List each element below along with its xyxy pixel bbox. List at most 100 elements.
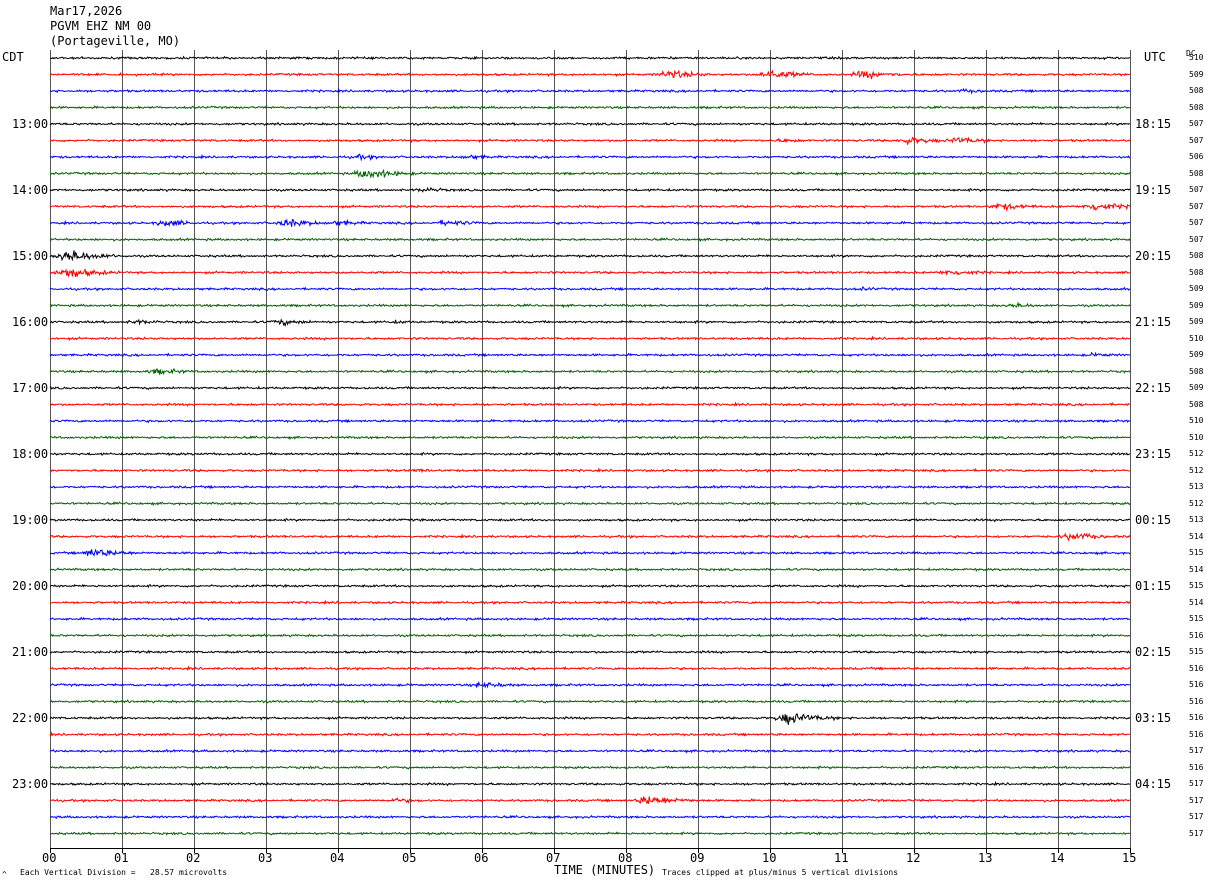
plot-date: Mar17,2026 — [50, 4, 123, 18]
dc-offset-label: 517 — [1189, 779, 1204, 788]
trace-row-3 — [49, 105, 1131, 111]
dc-offset-label: 509 — [1189, 383, 1204, 392]
dc-offset-label: 509 — [1189, 317, 1204, 326]
left-hour-label: 21:00 — [12, 645, 49, 659]
trace-row-8 — [49, 186, 1131, 193]
trace-row-2 — [49, 87, 1131, 95]
trace-row-21 — [49, 401, 1131, 407]
left-hour-label: 15:00 — [12, 249, 49, 263]
trace-row-45 — [49, 796, 1131, 805]
dc-offset-label: 517 — [1189, 812, 1204, 821]
trace-row-30 — [49, 548, 1131, 557]
left-hour-label: 20:00 — [12, 579, 49, 593]
trace-row-29 — [49, 532, 1131, 542]
trace-row-34 — [49, 616, 1131, 622]
dc-offset-label: 508 — [1189, 251, 1204, 260]
right-time-label: 19:15 — [1135, 183, 1172, 197]
trace-row-32 — [49, 583, 1131, 589]
right-time-label: 22:15 — [1135, 381, 1172, 395]
trace-row-14 — [49, 286, 1131, 292]
right-timezone-label: UTC — [1144, 50, 1166, 64]
right-time-label: 00:15 — [1135, 513, 1172, 527]
right-time-label: 23:15 — [1135, 447, 1172, 461]
dc-offset-label: 508 — [1189, 267, 1204, 277]
dc-offset-label: 514 — [1189, 564, 1204, 574]
trace-row-23 — [49, 435, 1131, 441]
dc-offset-label: 517 — [1189, 795, 1204, 805]
dc-offset-label: 512 — [1189, 465, 1204, 475]
trace-row-46 — [49, 814, 1131, 820]
trace-row-15 — [49, 301, 1131, 309]
trace-row-10 — [49, 218, 1131, 228]
left-hour-label: 23:00 — [12, 777, 49, 791]
trace-row-33 — [49, 599, 1131, 605]
x-tick-label: 09 — [690, 851, 705, 865]
right-time-label: 21:15 — [1135, 315, 1172, 329]
trace-row-9 — [49, 202, 1131, 213]
trace-row-44 — [49, 780, 1131, 787]
trace-row-25 — [49, 467, 1131, 474]
trace-row-40 — [49, 713, 1131, 725]
left-hour-label: 19:00 — [12, 513, 49, 527]
dc-offset-label: 508 — [1189, 86, 1204, 95]
trace-row-35 — [49, 633, 1131, 638]
dc-offset-label: 507 — [1189, 201, 1204, 211]
left-hour-label: 14:00 — [12, 183, 49, 197]
trace-row-41 — [49, 731, 1131, 737]
dc-offset-label: 516 — [1189, 680, 1204, 689]
trace-row-19 — [49, 367, 1131, 376]
corner-mark: ^ — [2, 870, 7, 879]
x-tick-label: 04 — [330, 851, 345, 865]
dc-offset-label: 515 — [1189, 614, 1204, 623]
dc-offset-label: 515 — [1189, 548, 1204, 557]
trace-row-1 — [49, 69, 1131, 80]
x-tick-label: 03 — [258, 851, 273, 865]
trace-row-5 — [49, 136, 1131, 145]
trace-row-13 — [49, 268, 1131, 278]
dc-offset-label: 508 — [1189, 102, 1204, 112]
trace-row-12 — [49, 250, 1131, 262]
trace-row-7 — [49, 168, 1131, 179]
x-tick-label: 15 — [1122, 851, 1137, 865]
x-tick-label: 00 — [42, 851, 57, 865]
dc-offset-label: 508 — [1189, 399, 1204, 409]
x-tick-label: 11 — [834, 851, 849, 865]
x-tick-label: 02 — [186, 851, 201, 865]
dc-offset-label: 517 — [1189, 828, 1204, 838]
left-hour-label: 17:00 — [12, 381, 49, 395]
dc-offset-label: 516 — [1189, 696, 1204, 706]
left-timezone-label: CDT — [2, 50, 24, 64]
x-tick-label: 10 — [762, 851, 777, 865]
clip-note: Traces clipped at plus/minus 5 vertical … — [662, 868, 899, 877]
right-time-label: 03:15 — [1135, 711, 1172, 725]
trace-row-18 — [49, 351, 1131, 358]
x-tick-label: 14 — [1050, 851, 1065, 865]
trace-row-11 — [49, 237, 1131, 243]
dc-offset-label: 508 — [1189, 168, 1204, 178]
trace-row-20 — [49, 385, 1131, 391]
station-code: PGVM EHZ NM 00 — [50, 19, 152, 33]
left-hour-label: 22:00 — [12, 711, 49, 725]
trace-row-0 — [49, 55, 1131, 61]
dc-offset-label: 514 — [1189, 597, 1204, 607]
dc-offset-label: 507 — [1189, 185, 1204, 194]
trace-row-38 — [49, 680, 1131, 689]
dc-offset-label: 507 — [1189, 234, 1204, 244]
trace-row-6 — [49, 153, 1131, 162]
dc-offset-label: 516 — [1189, 729, 1204, 739]
x-tick-label: 06 — [474, 851, 489, 865]
dc-offset-label: 512 — [1189, 449, 1204, 458]
trace-row-26 — [49, 484, 1131, 490]
station-location: (Portageville, MO) — [50, 34, 181, 48]
dc-offset-label: 509 — [1189, 300, 1204, 310]
dc-header-label: DC — [1186, 49, 1196, 58]
dc-offset-label: 510 — [1189, 53, 1204, 62]
x-tick-label: 08 — [618, 851, 633, 865]
dc-offset-label: 514 — [1189, 531, 1204, 541]
trace-row-47 — [49, 831, 1131, 837]
dc-offset-label: 517 — [1189, 746, 1204, 755]
trace-row-28 — [49, 517, 1131, 523]
dc-offset-label: 507 — [1189, 119, 1204, 128]
x-tick-label: 12 — [906, 851, 921, 865]
